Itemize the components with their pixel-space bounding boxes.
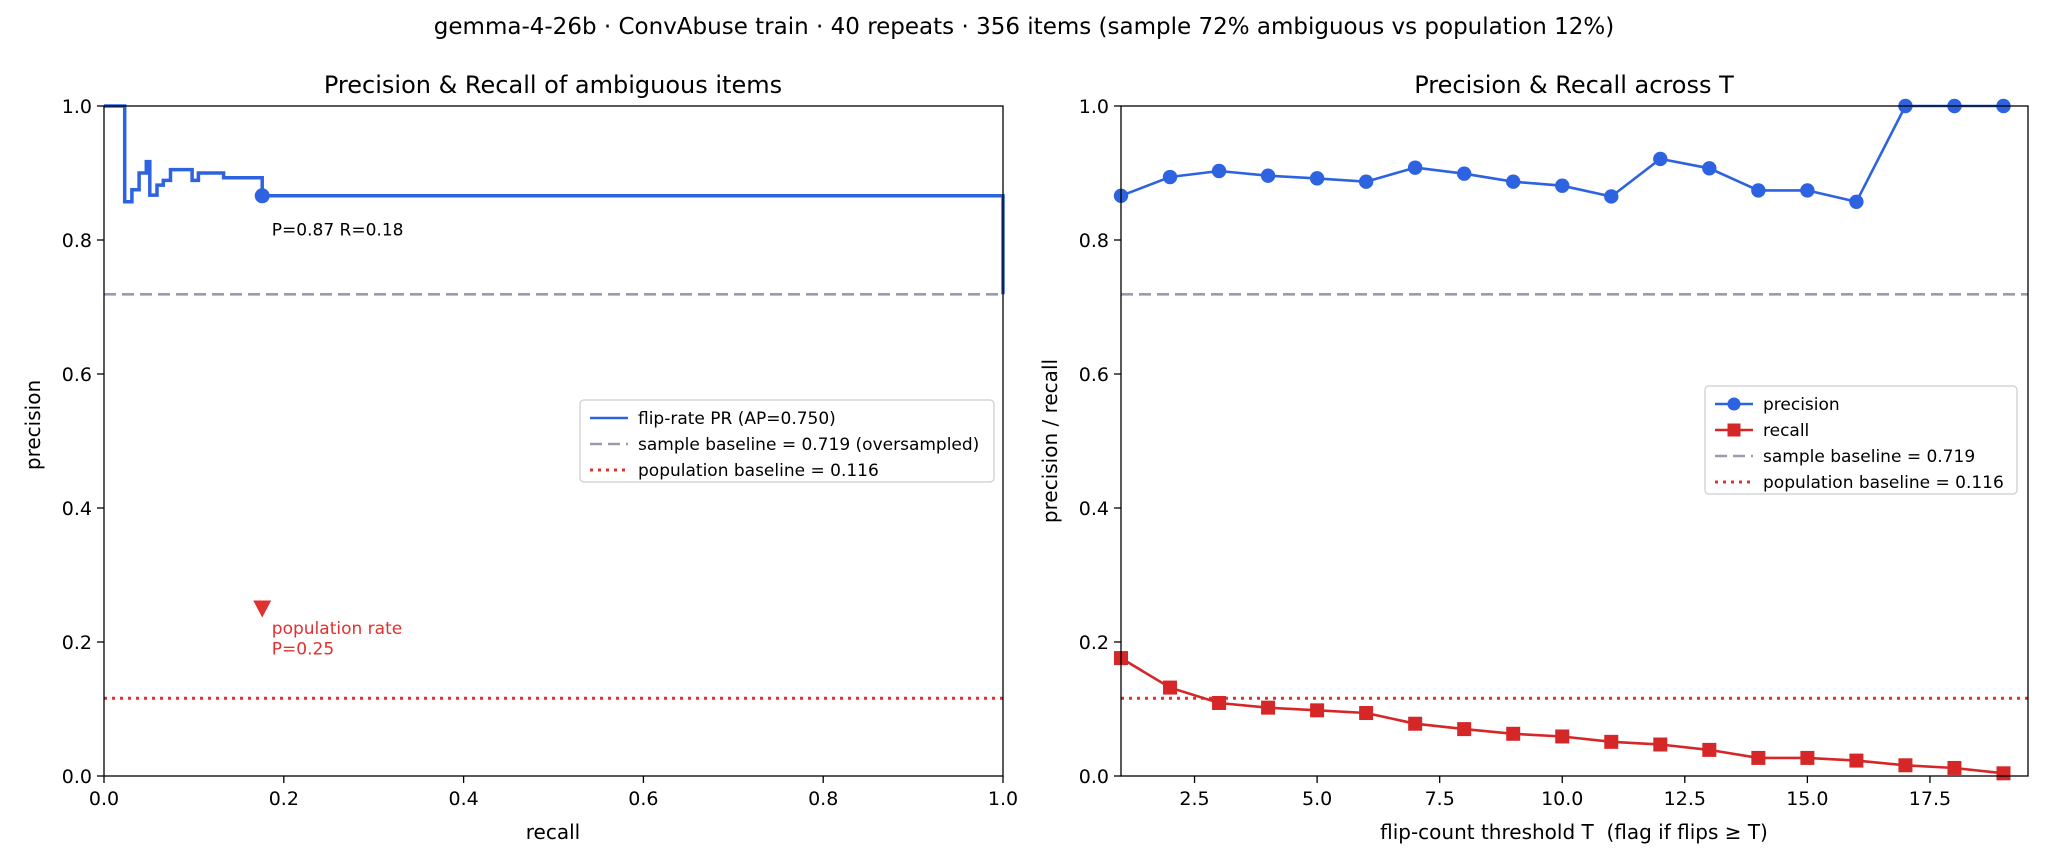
right-x-tick-label: 2.5 (1179, 788, 1209, 810)
right-precision-point (1849, 194, 1864, 210)
right-precision-point (1604, 189, 1619, 204)
right-precision-point (1211, 163, 1227, 179)
left-y-tick-label: 0.2 (62, 632, 92, 654)
right-x-tick-label: 7.5 (1425, 788, 1455, 810)
right-legend-label: recall (1763, 421, 1809, 441)
right-recall-point (1408, 716, 1423, 731)
right-y-tick-label: 0.2 (1079, 632, 1109, 654)
right-y-tick-label: 0.4 (1079, 498, 1109, 520)
left-legend-label: sample baseline = 0.719 (oversampled) (638, 435, 979, 455)
left-operating-point-marker (254, 188, 270, 204)
left-annotation-0: P=0.87 R=0.18 (272, 220, 404, 240)
right-axes-frame (1120, 105, 2029, 777)
right-recall-point (1163, 680, 1178, 695)
right-y-tick-label: 0.6 (1079, 364, 1109, 386)
left-y-tick-label: 0.4 (62, 498, 92, 520)
right-precision-point (1309, 171, 1325, 186)
right-precision-point (1260, 168, 1276, 183)
left-plot-area: 0.0 0.2 0.4 0.6 0.8 1.0 0.0 0.2 0.4 0.6 0.8 1.0 P=0.… (62, 96, 1018, 810)
left-x-tick-label: 0.4 (448, 788, 478, 810)
right-recall-point (1702, 742, 1717, 757)
right-y-tick-label: 0.8 (1079, 230, 1109, 252)
right-recall-point (1212, 695, 1227, 710)
left-legend-box (579, 399, 995, 483)
right-recall-point (1310, 703, 1325, 718)
right-recall-point (1506, 726, 1521, 741)
left-annotation-1: population rate (272, 619, 402, 639)
right-y-tick-label: 0.0 (1079, 766, 1109, 788)
left-annotation-2: P=0.25 (272, 640, 334, 660)
left-legend-label: flip-rate PR (AP=0.750) (638, 409, 836, 429)
left-x-tick-label: 0.6 (628, 788, 658, 810)
right-precision-point (1702, 161, 1717, 176)
right-legend-label: sample baseline = 0.719 (1763, 447, 1975, 467)
right-recall-point (1996, 766, 2011, 781)
left-y-tick-label: 0.0 (62, 766, 92, 788)
right-precision-point (1358, 174, 1374, 189)
right-x-axis-label: flip-count threshold T (flag if flips ≥ … (1380, 820, 1768, 844)
left-chart: Precision & Recall of ambiguous items re… (21, 71, 1018, 844)
right-precision-point (1653, 151, 1668, 167)
left-axes-frame (103, 105, 1004, 777)
left-x-axis-label: recall (526, 820, 580, 844)
left-y-tick-label: 0.8 (62, 230, 92, 252)
right-precision-point (1407, 160, 1423, 175)
right-recall-point (1261, 700, 1276, 715)
right-recall-point (1653, 737, 1668, 752)
right-legend-marker-square (1727, 423, 1741, 437)
right-precision-point (1555, 178, 1570, 193)
right-recall-point (1359, 706, 1374, 721)
left-legend-label: population baseline = 0.116 (638, 461, 879, 481)
right-recall-point (1751, 750, 1766, 765)
figure-suptitle: gemma-4-26b · ConvAbuse train · 40 repea… (434, 14, 1614, 40)
right-y-tick-label: 1.0 (1079, 96, 1109, 118)
right-recall-point (1604, 734, 1619, 749)
right-chart-title: Precision & Recall across T (1414, 71, 1734, 99)
right-recall-point (1800, 750, 1815, 765)
right-legend-label: population baseline = 0.116 (1763, 473, 2004, 493)
right-legend-marker-circle (1727, 397, 1741, 411)
right-precision-point (1800, 183, 1815, 198)
right-plot-area: 2.5 5.0 7.5 10.0 12.5 15.0 17.5 0.0 0.2 0.4 0.6 0.8… (1079, 96, 2029, 810)
left-x-tick-label: 1.0 (988, 788, 1018, 810)
right-recall-line (1120, 656, 2004, 775)
right-recall-point (1457, 722, 1472, 737)
right-y-axis-label: precision / recall (1038, 359, 1062, 523)
right-x-tick-label: 12.5 (1664, 788, 1706, 810)
left-pr-step-line (104, 104, 1005, 295)
right-recall-point (1555, 729, 1570, 744)
right-precision-point (1751, 183, 1766, 198)
left-y-tick-label: 0.6 (62, 364, 92, 386)
right-recall-point (1849, 753, 1864, 768)
right-precision-point (1456, 166, 1472, 181)
right-x-tick-label: 5.0 (1302, 788, 1332, 810)
left-population-rate-marker (253, 600, 272, 618)
right-legend-box (1704, 385, 2018, 495)
left-chart-title: Precision & Recall of ambiguous items (324, 71, 782, 99)
right-chart: Precision & Recall across T flip-count t… (1038, 71, 2029, 844)
left-x-tick-label: 0.0 (89, 788, 119, 810)
right-recall-point (1947, 760, 1962, 775)
left-x-tick-label: 0.8 (808, 788, 838, 810)
right-precision-point (1506, 174, 1521, 189)
left-x-tick-label: 0.2 (269, 788, 299, 810)
left-y-tick-label: 1.0 (62, 96, 92, 118)
right-precision-point (1162, 169, 1178, 185)
right-x-tick-label: 15.0 (1786, 788, 1828, 810)
right-recall-point (1898, 758, 1913, 773)
right-legend-label: precision (1763, 395, 1840, 415)
right-x-tick-label: 10.0 (1541, 788, 1583, 810)
right-x-tick-label: 17.5 (1909, 788, 1951, 810)
left-y-axis-label: precision (21, 380, 45, 470)
